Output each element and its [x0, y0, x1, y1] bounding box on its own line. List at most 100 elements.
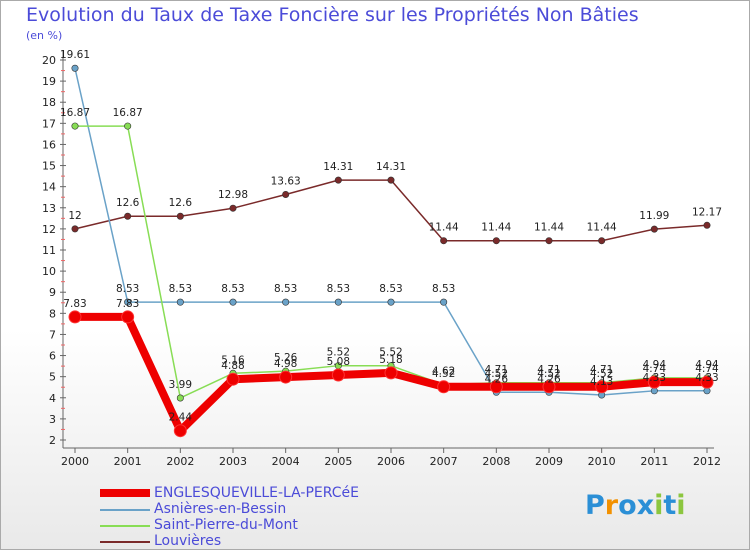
data-point [331, 368, 345, 382]
data-label: 12.6 [116, 197, 140, 209]
legend-swatch-louvieres [100, 541, 150, 543]
x-tick-label: 2012 [693, 455, 721, 468]
data-label: 4.71 [485, 364, 508, 376]
legend-swatch-englesqueville [100, 489, 150, 497]
y-tick-label: 13 [42, 202, 56, 215]
data-label: 4.33 [643, 372, 666, 384]
data-point [647, 375, 661, 389]
data-label: 2.44 [169, 412, 193, 424]
x-tick-label: 2010 [588, 455, 616, 468]
y-tick-label: 18 [42, 96, 56, 109]
data-label: 14.31 [376, 161, 406, 173]
data-label: 4.62 [432, 366, 455, 378]
y-tick-label: 14 [42, 181, 56, 194]
y-tick-label: 10 [42, 265, 56, 278]
data-point [176, 298, 184, 306]
data-label: 16.87 [113, 107, 143, 119]
data-label: 8.53 [327, 283, 350, 295]
data-label: 5.16 [221, 354, 245, 366]
data-label: 4.94 [695, 359, 719, 371]
data-label: 4.26 [485, 373, 509, 385]
logo-letter: i [676, 490, 686, 521]
y-tick-label: 3 [49, 413, 56, 426]
data-label: 4.52 [590, 368, 613, 380]
y-tick-label: 8 [49, 307, 56, 320]
data-point [703, 221, 711, 229]
logo-letter: P [585, 490, 605, 521]
legend-label: ENGLESQUEVILLE-LA-PERCéE [154, 485, 360, 501]
data-label: 11.44 [534, 222, 564, 234]
data-label: 19.61 [60, 49, 90, 61]
x-tick-label: 2008 [482, 455, 510, 468]
data-point [124, 122, 132, 130]
data-label: 4.88 [221, 360, 244, 372]
data-point [542, 380, 556, 394]
data-label: 12 [68, 210, 81, 222]
x-tick-label: 2006 [377, 455, 405, 468]
legend-label: Asnières-en-Bessin [154, 501, 287, 517]
data-label: 7.83 [63, 298, 86, 310]
data-label: 12.17 [692, 206, 722, 218]
data-label: 4.71 [537, 364, 560, 376]
data-label: 7.83 [116, 298, 139, 310]
legend-swatch-saint-pierre [100, 525, 150, 527]
data-label: 8.53 [432, 283, 455, 295]
data-label: 14.31 [323, 161, 353, 173]
logo-letter: i [654, 490, 664, 521]
data-label: 4.52 [432, 368, 455, 380]
x-tick-label: 2004 [272, 455, 300, 468]
data-point [279, 370, 293, 384]
data-point [71, 122, 79, 130]
legend-swatch-asnieres [100, 509, 150, 511]
data-point [489, 380, 503, 394]
data-label: 5.52 [327, 347, 350, 359]
data-point [282, 298, 290, 306]
x-tick-label: 2005 [324, 455, 352, 468]
y-tick-label: 17 [42, 117, 56, 130]
y-tick-label: 5 [49, 371, 56, 384]
logo-letter: r [604, 490, 619, 521]
data-label: 4.52 [485, 368, 508, 380]
data-point [282, 190, 290, 198]
data-label: 4.33 [695, 372, 718, 384]
data-label: 12.6 [169, 197, 193, 209]
data-label: 4.13 [590, 376, 613, 388]
logo-letter: x [636, 490, 655, 521]
legend-label: Louvières [154, 533, 222, 549]
x-tick-label: 2001 [114, 455, 142, 468]
data-label: 4.74 [643, 363, 667, 375]
data-point [68, 310, 82, 324]
data-point [176, 212, 184, 220]
data-point [387, 298, 395, 306]
data-label: 8.53 [274, 283, 297, 295]
data-label: 8.53 [116, 283, 139, 295]
y-tick-label: 11 [42, 244, 56, 257]
data-point [384, 366, 398, 380]
data-label: 11.44 [587, 222, 617, 234]
data-point [71, 225, 79, 233]
data-point [387, 176, 395, 184]
y-tick-label: 20 [42, 54, 56, 67]
data-point [176, 394, 184, 402]
y-tick-label: 6 [49, 350, 56, 363]
y-tick-label: 7 [49, 328, 56, 341]
data-label: 5.52 [379, 347, 402, 359]
data-point [334, 298, 342, 306]
data-point [437, 380, 451, 394]
proxiti-logo: Proxiti [585, 490, 686, 521]
data-label: 11.44 [429, 222, 459, 234]
data-point [121, 310, 135, 324]
data-point [229, 204, 237, 212]
data-label: 12.98 [218, 189, 248, 201]
x-tick-label: 2003 [219, 455, 247, 468]
x-tick-label: 2011 [640, 455, 668, 468]
x-tick-label: 2002 [166, 455, 194, 468]
data-point [595, 380, 609, 394]
data-point [545, 237, 553, 245]
data-point [650, 225, 658, 233]
y-tick-label: 16 [42, 138, 56, 151]
x-tick-label: 2007 [430, 455, 458, 468]
data-label: 4.71 [590, 364, 613, 376]
